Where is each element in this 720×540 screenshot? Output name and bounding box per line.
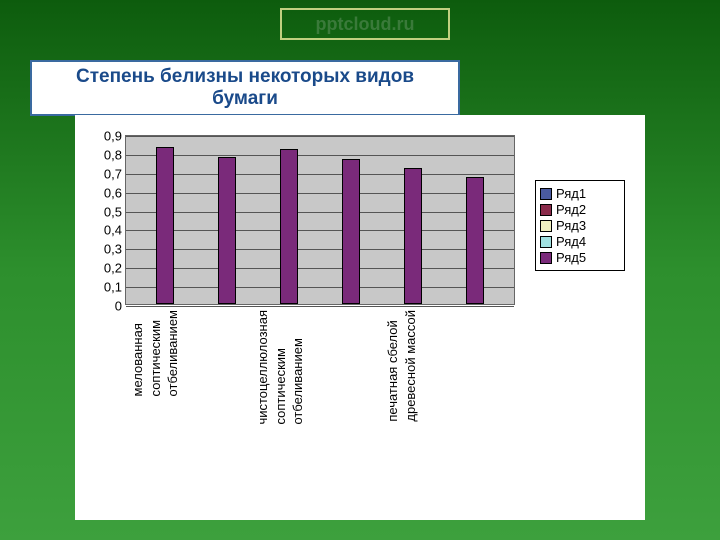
legend-item: Ряд4 (540, 234, 620, 249)
legend-label: Ряд2 (556, 202, 586, 217)
legend-swatch (540, 236, 552, 248)
chart-container: 00,10,20,30,40,50,60,70,80,9 Ряд1Ряд2Ряд… (75, 115, 645, 520)
ytick-label: 0,4 (104, 223, 122, 238)
bar (342, 159, 360, 304)
ytick-label: 0,8 (104, 147, 122, 162)
chart-title: Степень белизны некоторых видов бумаги (76, 66, 414, 109)
gridline (126, 136, 514, 137)
legend-label: Ряд5 (556, 250, 586, 265)
gridline (126, 306, 514, 307)
bar (156, 147, 174, 304)
x-axis-label: соптическим (273, 310, 289, 425)
legend-swatch (540, 204, 552, 216)
x-axis-label-group: чистоцеллюлознаясоптическимотбеливанием (255, 310, 306, 425)
ytick-label: 0 (115, 299, 122, 314)
ytick-label: 0,3 (104, 242, 122, 257)
legend-label: Ряд1 (556, 186, 586, 201)
legend-item: Ряд1 (540, 186, 620, 201)
x-axis-label-group: печатная сбелойдревесной массой (385, 310, 418, 422)
gridline (126, 268, 514, 269)
watermark-box: pptcloud.ru (280, 8, 450, 40)
bar (218, 157, 236, 304)
x-axis-label: отбеливанием (290, 310, 306, 425)
bar (280, 149, 298, 304)
legend-label: Ряд4 (556, 234, 586, 249)
legend-item: Ряд5 (540, 250, 620, 265)
ytick-label: 0,9 (104, 129, 122, 144)
plot-area: 00,10,20,30,40,50,60,70,80,9 (125, 135, 515, 305)
watermark-text: pptcloud.ru (316, 14, 415, 35)
legend-swatch (540, 220, 552, 232)
x-axis-label: соптическим (148, 310, 164, 396)
ytick-label: 0,1 (104, 280, 122, 295)
ytick-label: 0,5 (104, 204, 122, 219)
x-axis-label-group: мелованнаясоптическимотбеливанием (130, 310, 181, 396)
bar (404, 168, 422, 304)
title-box: Степень белизны некоторых видов бумаги (30, 60, 460, 116)
legend-item: Ряд3 (540, 218, 620, 233)
x-axis-label: печатная сбелой (385, 310, 401, 422)
x-axis-label: чистоцеллюлозная (255, 310, 271, 425)
gridline (126, 174, 514, 175)
gridline (126, 287, 514, 288)
legend-swatch (540, 252, 552, 264)
gridline (126, 212, 514, 213)
ytick-label: 0,2 (104, 261, 122, 276)
x-axis-label: мелованная (130, 310, 146, 396)
gridline (126, 155, 514, 156)
gridline (126, 230, 514, 231)
gridline (126, 249, 514, 250)
bar (466, 177, 484, 304)
x-axis-label: древесной массой (403, 310, 419, 422)
legend: Ряд1Ряд2Ряд3Ряд4Ряд5 (535, 180, 625, 271)
ytick-label: 0,6 (104, 185, 122, 200)
legend-item: Ряд2 (540, 202, 620, 217)
legend-label: Ряд3 (556, 218, 586, 233)
gridline (126, 193, 514, 194)
legend-swatch (540, 188, 552, 200)
ytick-label: 0,7 (104, 166, 122, 181)
x-axis-label: отбеливанием (165, 310, 181, 396)
